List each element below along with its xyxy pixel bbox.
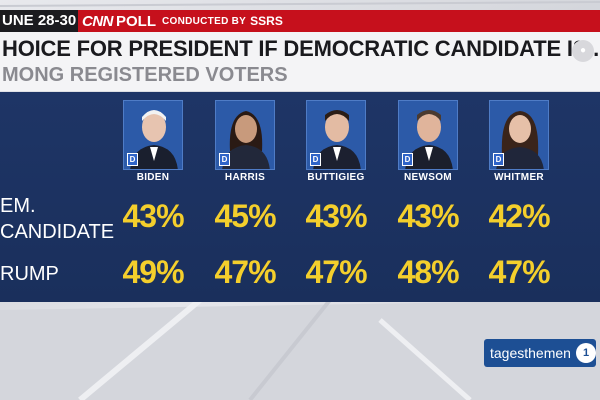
person-silhouette-icon xyxy=(405,110,453,169)
dem-percent-whitmer: 42% xyxy=(488,198,550,234)
dem-percent-biden: 43% xyxy=(122,198,184,234)
candidate-name: WHITMER xyxy=(494,172,544,183)
candidate-name: BIDEN xyxy=(136,172,170,183)
candidate-portrait: D xyxy=(215,100,275,170)
poll-source-bar: CNN POLL CONDUCTED BY SSRS xyxy=(78,10,600,32)
trump-percent-vs-buttigieg: 47% xyxy=(305,254,367,290)
top-banner: UNE 28-30 CNN POLL CONDUCTED BY SSRS xyxy=(0,10,600,32)
network-watermark-icon: ● xyxy=(572,40,594,62)
cnn-logo: CNN xyxy=(82,12,114,30)
dem-percent-buttigieg: 43% xyxy=(305,198,367,234)
candidate-name: NEWSOM xyxy=(404,172,452,183)
party-badge: D xyxy=(219,153,230,166)
candidate-buttigieg: D BUTTIGIEG xyxy=(306,100,366,186)
trump-percent-vs-harris: 47% xyxy=(214,254,276,290)
poll-date: UNE 28-30 xyxy=(0,10,78,32)
party-badge: D xyxy=(310,153,321,166)
candidate-name: HARRIS xyxy=(224,172,266,183)
trump-percent-vs-newsom: 48% xyxy=(397,254,459,290)
channel-bug-text: tagesthemen xyxy=(490,345,571,361)
pollster-name: SSRS xyxy=(250,14,283,28)
candidate-portrait: D xyxy=(489,100,549,170)
candidate-whitmer: D WHITMER xyxy=(489,100,549,186)
dem-percent-newsom: 43% xyxy=(397,198,459,234)
trump-percent-vs-whitmer: 47% xyxy=(488,254,550,290)
candidate-harris: D HARRIS xyxy=(215,100,275,186)
candidate-newsom: D NEWSOM xyxy=(398,100,458,186)
person-silhouette-icon xyxy=(496,111,544,169)
row-label-dem-line2: CANDIDATE xyxy=(0,221,115,243)
conducted-by-label: CONDUCTED BY xyxy=(162,15,247,27)
row-label-trump: RUMP xyxy=(0,263,59,285)
candidate-portrait: D xyxy=(306,100,366,170)
party-badge: D xyxy=(127,153,138,166)
poll-label: POLL xyxy=(116,12,156,30)
ard-one-icon: 1 xyxy=(576,343,596,363)
row-label-dem-line1: EM. xyxy=(0,195,36,217)
candidate-portrait: D xyxy=(123,100,183,170)
candidate-portrait: D xyxy=(398,100,458,170)
dem-percent-harris: 45% xyxy=(214,198,276,234)
headline: HOICE FOR PRESIDENT IF DEMOCRATIC CANDID… xyxy=(0,32,600,66)
subheadline: MONG REGISTERED VOTERS xyxy=(0,64,600,91)
candidate-name: BUTTIGIEG xyxy=(307,172,365,183)
trump-percent-vs-biden: 49% xyxy=(122,254,184,290)
person-silhouette-icon xyxy=(222,111,270,169)
party-badge: D xyxy=(493,153,504,166)
party-badge: D xyxy=(402,153,413,166)
person-silhouette-icon xyxy=(313,110,361,169)
person-silhouette-icon xyxy=(130,110,178,169)
candidate-biden: D BIDEN xyxy=(123,100,183,186)
